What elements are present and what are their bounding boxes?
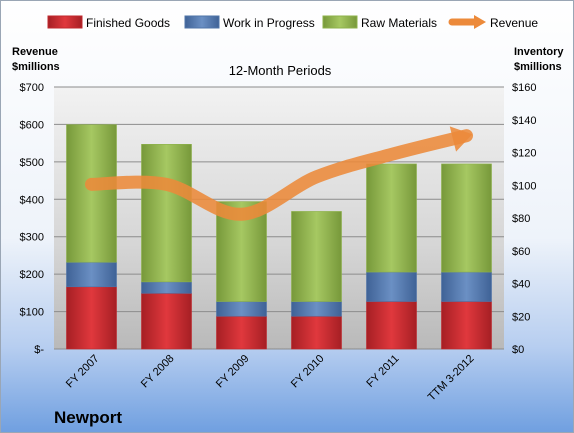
bar-segment bbox=[441, 301, 492, 350]
left-tick-label: $- bbox=[34, 344, 44, 356]
left-axis-label-line2: $millions bbox=[12, 61, 60, 73]
bar-segment bbox=[141, 281, 192, 294]
chart-subtitle: 12-Month Periods bbox=[229, 63, 332, 78]
right-tick-label: $60 bbox=[512, 246, 530, 258]
left-tick-label: $700 bbox=[20, 82, 44, 94]
left-axis-label-line1: Revenue bbox=[12, 46, 58, 58]
bar-segment bbox=[441, 271, 492, 302]
left-tick-label: $300 bbox=[20, 232, 44, 244]
left-tick-label: $500 bbox=[20, 157, 44, 169]
right-tick-label: $0 bbox=[512, 344, 524, 356]
bar-segment bbox=[66, 124, 117, 263]
bar-segment bbox=[366, 163, 417, 273]
bar-segment bbox=[291, 315, 342, 350]
left-tick-label: $100 bbox=[20, 307, 44, 319]
bar-segment bbox=[366, 301, 417, 350]
legend-label: Finished Goods bbox=[86, 16, 170, 30]
bars bbox=[66, 124, 492, 350]
bar-segment bbox=[366, 271, 417, 302]
right-tick-label: $20 bbox=[512, 311, 530, 323]
bar-segment bbox=[216, 301, 267, 317]
legend-swatch bbox=[47, 15, 83, 29]
legend-arrowhead bbox=[474, 15, 486, 29]
legend-label: Work in Progress bbox=[223, 16, 315, 30]
right-tick-label: $160 bbox=[512, 82, 536, 94]
legend-swatch bbox=[322, 15, 358, 29]
left-tick-label: $400 bbox=[20, 194, 44, 206]
left-tick-label: $600 bbox=[20, 119, 44, 131]
bar-segment bbox=[291, 301, 342, 317]
company-name: Newport bbox=[54, 408, 122, 427]
right-tick-label: $140 bbox=[512, 115, 536, 127]
bar-segment bbox=[216, 315, 267, 350]
revenue-line-group bbox=[85, 126, 473, 221]
left-tick-label: $200 bbox=[20, 269, 44, 281]
right-axis-ticks: $0 $20 $40 $60 $80 $100 $120 $140 $160 bbox=[512, 82, 536, 356]
bar-segment bbox=[66, 261, 117, 288]
right-axis-label-line1: Inventory bbox=[514, 46, 564, 58]
bar-segment bbox=[141, 293, 192, 350]
bar-segment bbox=[441, 163, 492, 273]
right-tick-label: $80 bbox=[512, 213, 530, 225]
bar-segment bbox=[291, 211, 342, 302]
left-axis-ticks: $- $100 $200 $300 $400 $500 $600 $700 bbox=[20, 82, 45, 356]
legend: Finished Goods Work in Progress Raw Materi… bbox=[47, 15, 538, 30]
legend-swatch bbox=[184, 15, 220, 29]
legend-label: Raw Materials bbox=[361, 16, 437, 30]
legend-label: Revenue bbox=[490, 16, 538, 30]
revenue-arrowhead bbox=[449, 126, 473, 152]
bar-segment bbox=[141, 144, 192, 283]
bar-segment bbox=[66, 286, 117, 350]
right-tick-label: $120 bbox=[512, 148, 536, 160]
plot-area bbox=[54, 87, 504, 349]
right-tick-label: $100 bbox=[512, 180, 536, 192]
right-tick-label: $40 bbox=[512, 279, 530, 291]
revenue-line bbox=[85, 129, 473, 221]
right-axis-label-line2: $millions bbox=[514, 61, 562, 73]
